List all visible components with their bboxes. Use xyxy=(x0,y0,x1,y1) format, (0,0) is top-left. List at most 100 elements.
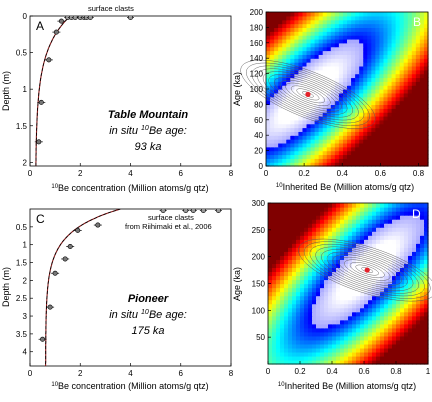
heatmap-cell xyxy=(288,207,293,212)
heatmap-cell xyxy=(380,275,385,281)
heatmap-cell xyxy=(328,215,333,220)
heatmap-cell xyxy=(372,303,377,309)
heatmap-cell xyxy=(302,119,308,125)
heatmap-cell xyxy=(359,69,364,75)
heatmap-cell xyxy=(326,62,332,67)
heatmap-cell xyxy=(324,359,329,365)
heatmap-cell xyxy=(298,69,304,75)
heatmap-cell xyxy=(404,323,409,329)
heatmap-cell xyxy=(306,81,312,86)
heatmap-cell xyxy=(359,131,364,136)
heatmap-cell xyxy=(383,115,389,121)
heatmap-cell xyxy=(334,65,340,71)
heatmap-cell xyxy=(278,146,283,152)
heatmap-cell xyxy=(411,77,417,82)
heatmap-cell xyxy=(420,263,425,269)
heatmap-cell xyxy=(326,115,332,121)
heatmap-cell xyxy=(411,96,417,102)
heatmap-cell xyxy=(328,303,333,309)
heatmap-cell xyxy=(376,311,381,317)
heatmap-cell xyxy=(367,150,372,156)
heatmap-cell xyxy=(278,81,283,86)
heatmap-cell xyxy=(423,81,429,86)
heatmap-cell xyxy=(312,247,317,252)
heatmap-cell xyxy=(391,54,397,59)
heatmap-cell xyxy=(407,100,413,105)
heatmap-cell xyxy=(376,255,381,260)
heatmap-cell xyxy=(420,247,425,252)
heatmap-cell xyxy=(360,295,365,301)
heatmap-cell xyxy=(375,158,380,163)
heatmap-cell xyxy=(411,139,417,144)
heatmap-cell xyxy=(352,259,357,264)
heatmap-cell xyxy=(304,315,309,321)
heatmap-cell xyxy=(395,81,401,86)
heatmap-cell xyxy=(278,58,283,63)
heatmap-cell xyxy=(379,23,385,28)
heatmap-cell xyxy=(376,351,381,357)
heatmap-cell xyxy=(392,219,397,224)
heatmap-cell xyxy=(266,92,271,98)
heatmap-cell xyxy=(316,359,321,365)
heatmap-cell xyxy=(282,119,287,125)
heatmap-cell xyxy=(400,223,405,228)
heatmap-cell xyxy=(312,359,317,365)
heatmap-cell xyxy=(376,227,381,232)
heatmap-cell xyxy=(312,231,317,236)
heatmap-cell xyxy=(322,115,328,121)
heatmap-cell xyxy=(400,279,405,285)
heatmap-cell xyxy=(367,19,372,25)
heatmap-cell xyxy=(372,347,377,353)
heatmap-cell xyxy=(364,327,369,333)
heatmap-cell xyxy=(282,127,287,132)
heatmap-cell xyxy=(284,287,289,293)
heatmap-cell xyxy=(280,211,285,216)
heatmap-cell xyxy=(403,108,409,113)
heatmap-cell xyxy=(308,359,313,365)
heatmap-cell xyxy=(284,299,289,305)
heatmap-cell xyxy=(360,299,365,305)
heatmap-cell xyxy=(338,46,344,52)
heatmap-cell xyxy=(314,89,320,94)
heatmap-cell xyxy=(314,123,320,129)
heatmap-cell xyxy=(404,219,409,224)
heatmap-cell xyxy=(296,227,301,232)
heatmap-cell xyxy=(342,35,348,40)
heatmap-cell xyxy=(298,27,304,32)
heatmap-cell xyxy=(367,58,372,63)
heatmap-cell xyxy=(340,227,345,232)
heatmap-cell xyxy=(424,347,429,353)
heatmap-cell xyxy=(290,69,295,75)
heatmap-cell xyxy=(387,19,393,25)
heatmap-cell xyxy=(274,100,279,105)
heatmap-cell xyxy=(302,100,308,105)
heatmap-cell xyxy=(342,15,348,21)
heatmap-cell xyxy=(266,96,271,102)
heatmap-cell xyxy=(312,311,317,317)
heatmap-cell xyxy=(336,207,341,212)
heatmap-cell xyxy=(348,259,353,264)
heatmap-cell xyxy=(371,104,376,109)
heatmap-cell xyxy=(306,115,312,121)
heatmap-cell xyxy=(280,291,285,297)
heatmap-cell xyxy=(376,359,381,365)
heatmap-cell xyxy=(332,287,337,293)
heatmap-cell xyxy=(324,319,329,325)
heatmap-cell xyxy=(351,108,356,113)
heatmap-cell xyxy=(356,279,361,285)
heatmap-cell xyxy=(284,247,289,252)
heatmap-cell xyxy=(294,27,299,32)
heatmap-cell xyxy=(266,35,271,40)
heatmap-cell xyxy=(351,158,356,163)
heatmap-cell xyxy=(314,96,320,102)
heatmap-cell xyxy=(266,38,271,44)
heatmap-cell xyxy=(306,127,312,132)
heatmap-cell xyxy=(300,359,305,365)
heatmap-cell xyxy=(320,339,325,345)
heatmap-cell xyxy=(387,50,393,55)
heatmap-cell xyxy=(352,359,357,365)
heatmap-cell xyxy=(276,211,281,216)
heatmap-cell xyxy=(308,295,313,301)
heatmap-cell xyxy=(330,58,336,63)
heatmap-cell xyxy=(280,311,285,317)
